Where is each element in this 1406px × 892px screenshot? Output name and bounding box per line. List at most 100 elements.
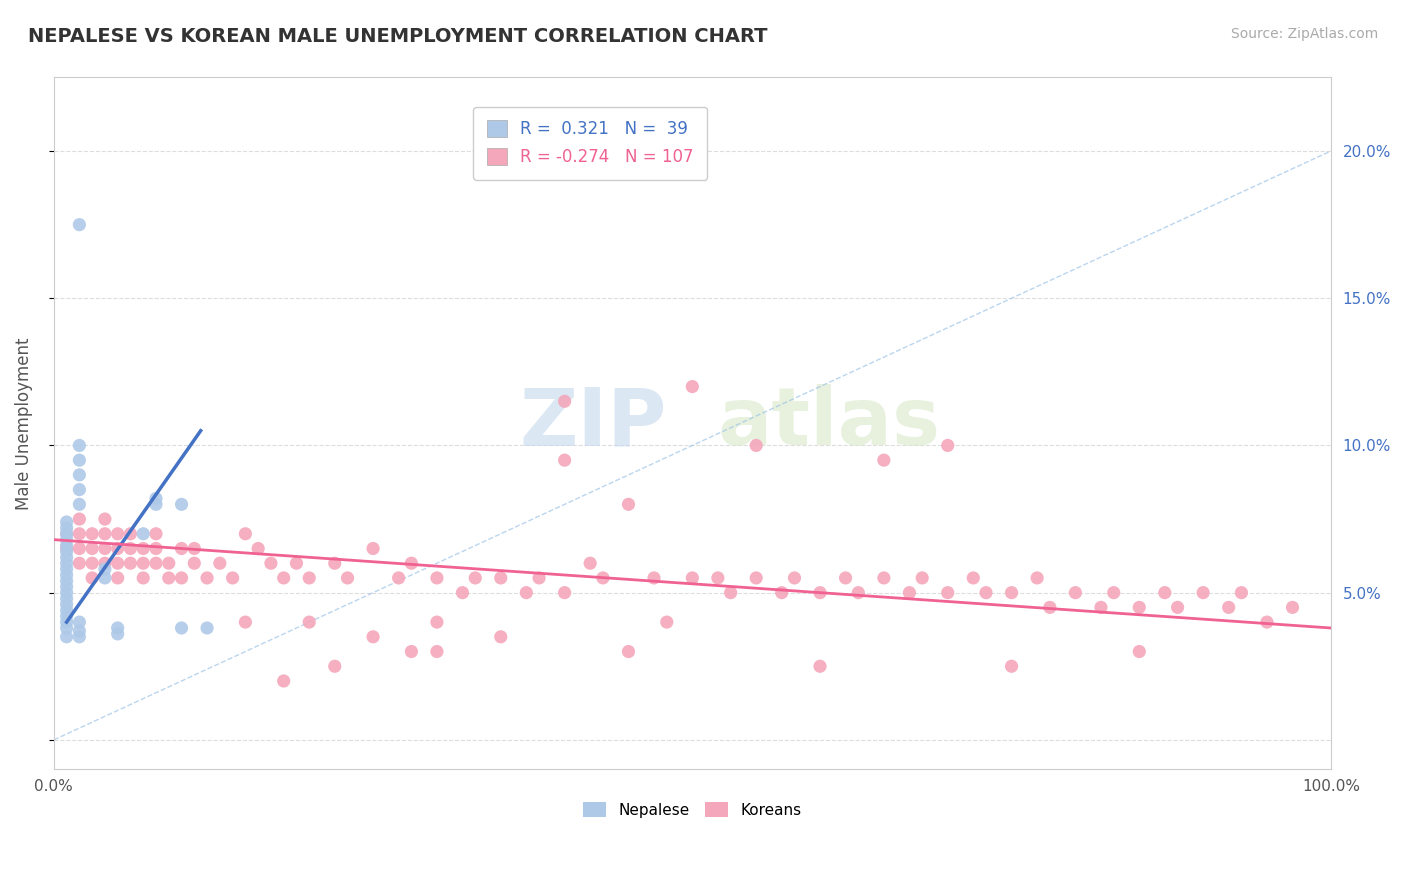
Point [808,585,831,599]
Point [67,541,90,556]
Point [298,571,321,585]
Point [426,615,449,629]
Point [527,571,550,585]
Point [235,615,257,629]
Point [208,556,231,570]
Point [55,521,77,535]
Point [361,541,384,556]
Point [770,585,793,599]
Point [592,571,614,585]
Point [298,615,321,629]
Point [643,571,665,585]
Point [745,438,768,452]
Point [1039,600,1062,615]
Point [361,630,384,644]
Point [1102,585,1125,599]
Point [67,615,90,629]
Point [323,556,346,570]
Text: atlas: atlas [718,384,941,462]
Point [617,497,640,511]
Point [783,571,806,585]
Point [55,550,77,565]
Point [55,544,77,558]
Point [94,526,117,541]
Point [170,497,193,511]
Point [489,571,512,585]
Point [183,556,205,570]
Point [911,571,934,585]
Point [132,571,155,585]
Point [1153,585,1175,599]
Point [55,533,77,547]
Point [873,571,896,585]
Point [55,526,77,541]
Point [67,497,90,511]
Text: NEPALESE VS KOREAN MALE UNEMPLOYMENT CORRELATION CHART: NEPALESE VS KOREAN MALE UNEMPLOYMENT COR… [28,27,768,45]
Point [464,571,486,585]
Point [67,624,90,638]
Point [323,659,346,673]
Point [55,598,77,612]
Point [579,556,602,570]
Point [107,526,129,541]
Point [1218,600,1240,615]
Point [55,515,77,529]
Point [221,571,243,585]
Point [681,571,703,585]
Point [195,571,218,585]
Point [94,512,117,526]
Point [94,556,117,570]
Point [1064,585,1087,599]
Point [285,556,308,570]
Point [1026,571,1049,585]
Point [120,526,142,541]
Point [107,571,129,585]
Point [55,609,77,624]
Point [426,644,449,658]
Point [170,541,193,556]
Point [120,541,142,556]
Point [489,630,512,644]
Point [388,571,411,585]
Point [260,556,283,570]
Point [974,585,997,599]
Point [55,541,77,556]
Point [67,630,90,644]
Point [67,453,90,467]
Point [107,556,129,570]
Point [936,585,959,599]
Point [873,453,896,467]
Point [132,541,155,556]
Point [132,556,155,570]
Y-axis label: Male Unemployment: Male Unemployment [15,337,32,509]
Point [55,591,77,606]
Point [132,526,155,541]
Point [1128,600,1150,615]
Point [1256,615,1278,629]
Point [55,615,77,629]
Point [183,541,205,556]
Point [82,571,104,585]
Point [554,453,576,467]
Point [235,526,257,541]
Text: Source: ZipAtlas.com: Source: ZipAtlas.com [1230,27,1378,41]
Point [55,526,77,541]
Point [1128,644,1150,658]
Point [834,571,856,585]
Point [1230,585,1253,599]
Point [898,585,921,599]
Point [55,568,77,582]
Point [94,571,117,585]
Point [55,630,77,644]
Point [55,556,77,570]
Point [1281,600,1303,615]
Point [401,556,423,570]
Point [55,562,77,576]
Point [94,541,117,556]
Point [170,621,193,635]
Point [67,218,90,232]
Point [67,526,90,541]
Point [67,438,90,452]
Point [655,615,678,629]
Point [401,644,423,658]
